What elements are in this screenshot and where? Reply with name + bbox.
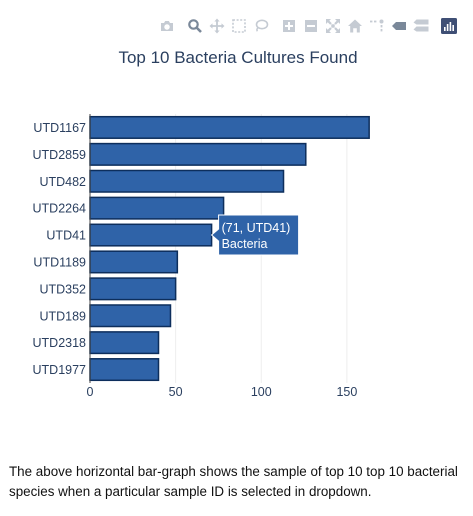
plotly-logo-button[interactable] [439, 16, 459, 36]
bar[interactable] [89, 250, 179, 274]
box-select-button[interactable] [229, 16, 249, 36]
x-tick-labels: 0 50 100 150 [87, 385, 358, 399]
spike-lines-icon [370, 19, 384, 32]
pan-button[interactable] [207, 16, 227, 36]
hover-closest-button[interactable] [389, 16, 409, 36]
zoom-out-icon [305, 20, 317, 32]
bar[interactable] [89, 331, 160, 355]
box-select-icon [232, 19, 246, 33]
y-tick-label: UTD41 [46, 229, 86, 243]
y-tick-label: UTD1977 [33, 363, 87, 377]
bar[interactable] [89, 169, 285, 193]
reset-axes-icon [348, 19, 362, 33]
hover-tooltip-series-name: Bacteria [222, 237, 268, 251]
y-tick-labels: UTD1167 UTD2859 UTD482 UTD2264 UTD41 UTD1189 U… [33, 121, 87, 377]
plotly-logo-icon [441, 18, 457, 34]
y-tick-label: UTD2264 [33, 202, 87, 216]
hover-tooltip: (71, UTD41) Bacteria [210, 214, 300, 256]
hover-compare-icon [413, 19, 429, 32]
zoom-button[interactable] [185, 16, 205, 36]
x-tick-label: 150 [336, 385, 357, 399]
zoom-in-button[interactable] [279, 16, 299, 36]
autoscale-button[interactable] [323, 16, 343, 36]
y-tick-label: UTD1189 [33, 255, 86, 269]
spike-lines-button[interactable] [367, 16, 387, 36]
lasso-select-button[interactable] [251, 16, 271, 36]
x-tick-label: 100 [251, 385, 272, 399]
bar[interactable] [89, 277, 177, 301]
bar[interactable] [89, 196, 225, 220]
chart-caption: The above horizontal bar-graph shows the… [9, 464, 458, 499]
hover-tooltip-text: (71, UTD41) [222, 221, 291, 235]
y-tick-label: UTD189 [39, 309, 86, 323]
y-tick-label: UTD2318 [33, 336, 87, 350]
hover-compare-button[interactable] [411, 16, 431, 36]
bar-chart: UTD1167 UTD2859 UTD482 UTD2264 UTD41 UTD1189 U… [33, 48, 370, 399]
hover-closest-icon [392, 22, 406, 30]
bar[interactable] [89, 142, 307, 166]
y-tick-label: UTD2859 [33, 148, 87, 162]
bar[interactable] [89, 358, 160, 382]
camera-icon [161, 21, 173, 31]
bar[interactable] [89, 223, 213, 247]
zoom-in-icon [283, 20, 295, 32]
zoom-icon [188, 19, 202, 33]
hover-tooltip-box [210, 214, 300, 256]
y-tick-label: UTD482 [39, 175, 86, 189]
camera-button[interactable] [157, 16, 177, 36]
y-tick-label: UTD1167 [33, 121, 86, 135]
x-tick-label: 0 [87, 385, 94, 399]
x-tick-label: 50 [169, 385, 183, 399]
pan-icon [209, 18, 225, 34]
modebar [155, 16, 459, 36]
bar[interactable] [89, 304, 172, 328]
bar[interactable] [89, 115, 370, 139]
lasso-select-icon [255, 19, 269, 32]
reset-axes-button[interactable] [345, 16, 365, 36]
zoom-out-button[interactable] [301, 16, 321, 36]
autoscale-icon [326, 19, 340, 33]
chart-title: Top 10 Bacteria Cultures Found [118, 48, 357, 67]
y-tick-label: UTD352 [39, 282, 86, 296]
